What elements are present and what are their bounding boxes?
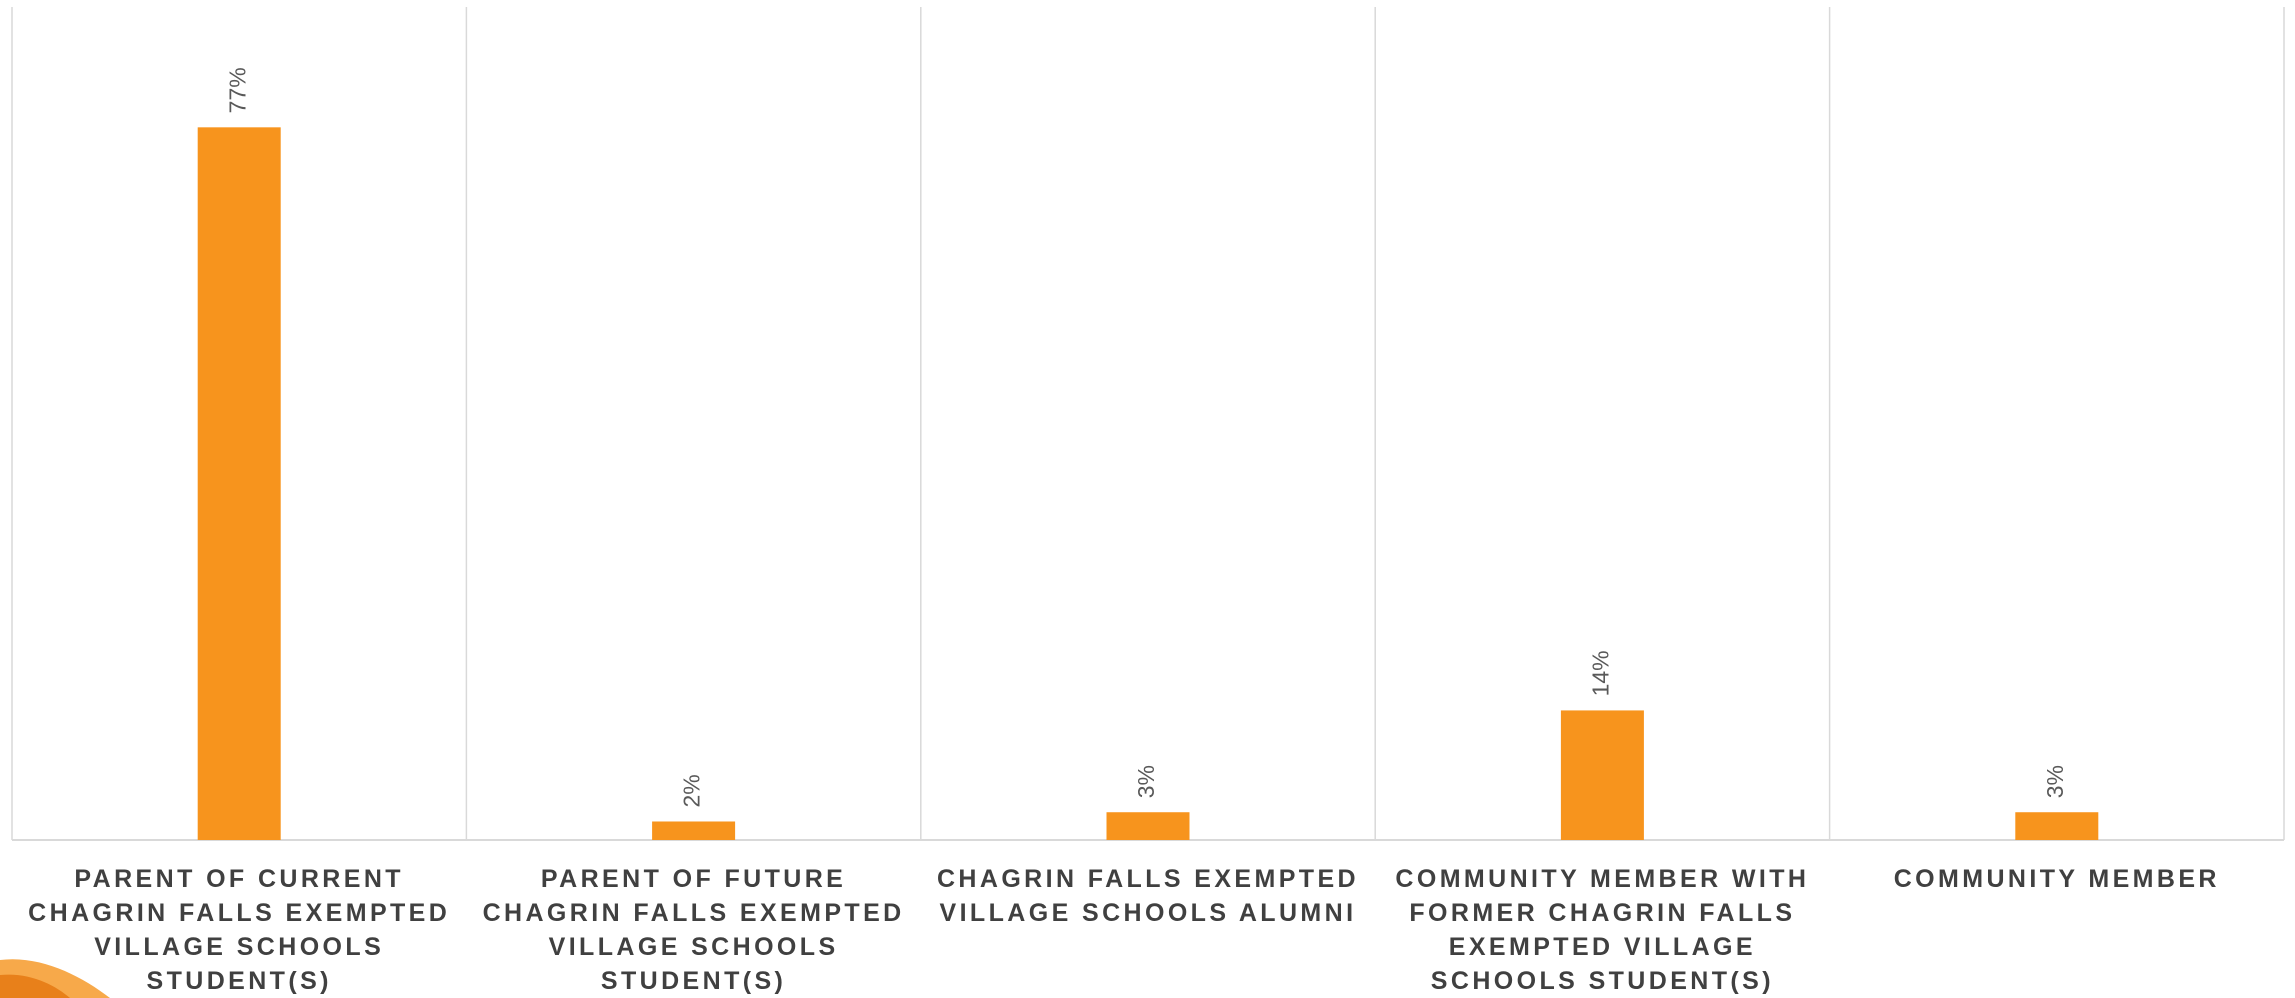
x-tick-label: COMMUNITY MEMBER WITH FORMER CHAGRIN FAL…	[1395, 865, 1810, 995]
decoration	[0, 974, 70, 998]
x-tick-label: PARENT OF CURRENT CHAGRIN FALLS EXEMPTED…	[28, 865, 451, 995]
data-label: 14%	[1587, 650, 1613, 696]
bar	[197, 127, 281, 841]
bar	[652, 821, 736, 840]
x-tick-label: COMMUNITY MEMBER	[1893, 865, 2220, 893]
x-tick-label: PARENT OF FUTURE CHAGRIN FALLS EXEMPTED …	[482, 865, 905, 995]
bar	[1106, 812, 1190, 840]
data-label: 3%	[1133, 765, 1159, 798]
data-label: 2%	[679, 774, 705, 807]
data-label: 3%	[2042, 765, 2068, 798]
data-label: 77%	[224, 67, 250, 113]
x-tick-label: CHAGRIN FALLS EXEMPTED VILLAGE SCHOOLS A…	[936, 865, 1360, 927]
bar	[1560, 710, 1644, 840]
bar	[2015, 812, 2099, 840]
